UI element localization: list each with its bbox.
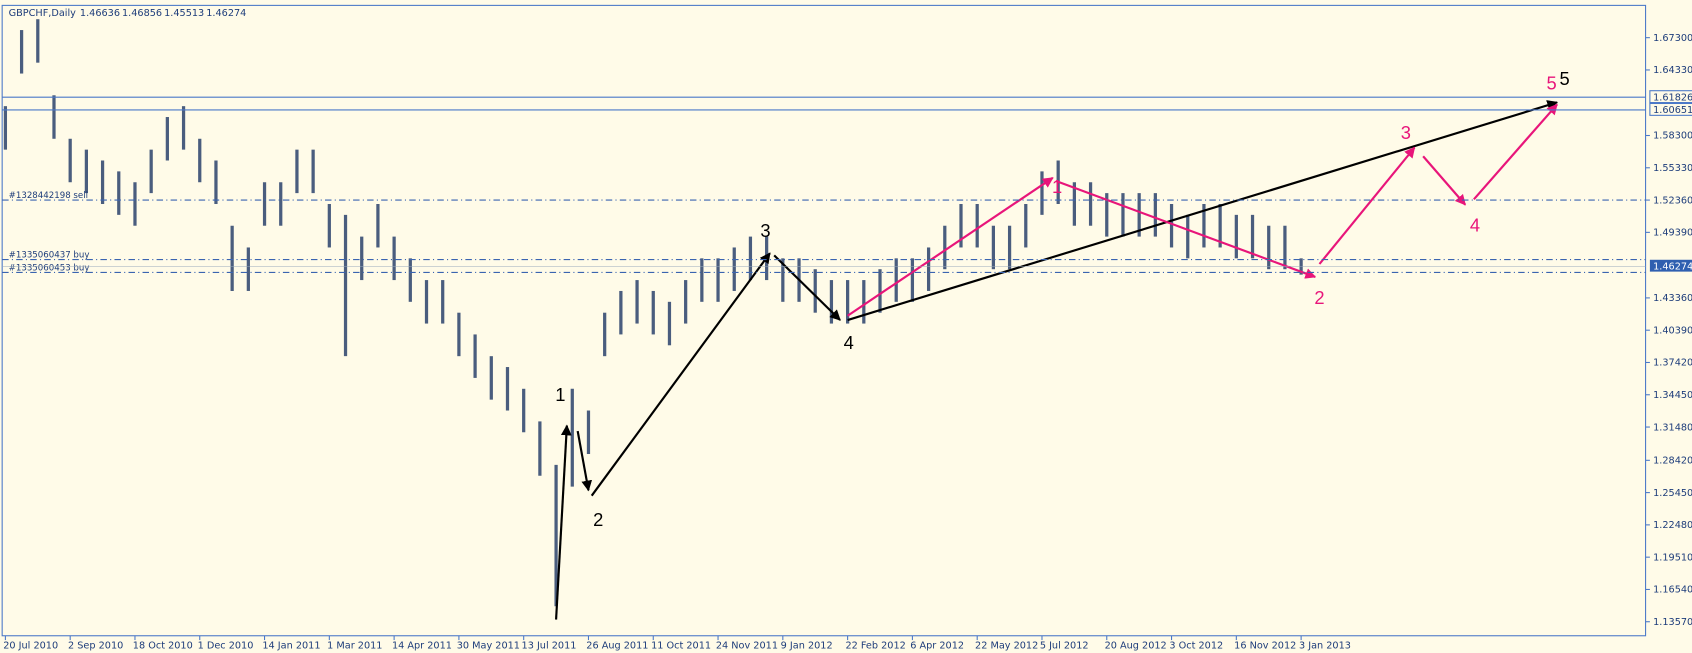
y-tick-label: 1.25450 bbox=[1653, 488, 1692, 499]
wave-label: 5 bbox=[1547, 72, 1557, 93]
x-tick-label: 13 Jul 2011 bbox=[522, 641, 577, 652]
x-tick-label: 20 Aug 2012 bbox=[1105, 641, 1167, 652]
quote-close: 1.46274 bbox=[206, 8, 246, 19]
x-tick-label: 30 May 2011 bbox=[457, 641, 520, 652]
x-tick-label: 11 Oct 2011 bbox=[651, 641, 711, 652]
y-tick-label: 1.49390 bbox=[1653, 228, 1692, 239]
x-tick-label: 3 Oct 2012 bbox=[1169, 641, 1223, 652]
x-tick-label: 16 Nov 2012 bbox=[1234, 641, 1296, 652]
y-tick-label: 1.58300 bbox=[1653, 131, 1692, 142]
x-tick-label: 9 Jan 2012 bbox=[781, 641, 833, 652]
arrow bbox=[590, 252, 771, 497]
arrow bbox=[1422, 155, 1467, 206]
y-tick-label: 1.19510 bbox=[1653, 552, 1692, 563]
y-tick-label: 1.55330 bbox=[1653, 163, 1692, 174]
quote-low: 1.45513 bbox=[164, 8, 204, 19]
wave-label: 5 bbox=[1559, 68, 1569, 89]
x-tick-label: 14 Apr 2011 bbox=[392, 641, 452, 652]
y-tick-label: 1.43360 bbox=[1653, 293, 1692, 304]
y-tick-label: 1.37420 bbox=[1653, 358, 1692, 369]
arrow bbox=[847, 100, 1559, 322]
current-price-label: 1.46274 bbox=[1653, 261, 1692, 272]
x-tick-label: 22 Feb 2012 bbox=[845, 641, 905, 652]
plot-frame bbox=[1, 4, 1647, 637]
wave-label: 3 bbox=[1401, 122, 1411, 143]
y-tick-label: 1.22480 bbox=[1653, 520, 1692, 531]
wave-label: 2 bbox=[1314, 287, 1324, 308]
wave-label: 4 bbox=[1470, 215, 1480, 236]
y-tick-label: 1.64330 bbox=[1653, 65, 1692, 76]
wave-arrows bbox=[555, 100, 1559, 620]
x-tick-label: 18 Oct 2010 bbox=[133, 641, 193, 652]
y-tick-label: 1.28420 bbox=[1653, 456, 1692, 467]
wave-label: 1 bbox=[1052, 176, 1062, 197]
y-tick-label: 1.13570 bbox=[1653, 617, 1692, 628]
x-tick-label: 22 May 2012 bbox=[975, 641, 1038, 652]
order-label: #1335060437 buy bbox=[9, 250, 90, 260]
y-tick-label: 1.52360 bbox=[1653, 195, 1692, 206]
arrow bbox=[576, 430, 593, 492]
wave-label: 2 bbox=[593, 509, 603, 530]
y-tick-label: 1.67300 bbox=[1653, 33, 1692, 44]
arrow bbox=[847, 176, 1054, 317]
x-tick-label: 26 Aug 2011 bbox=[586, 641, 648, 652]
y-tick-label: 1.34450 bbox=[1653, 390, 1692, 401]
level-label: 1.61826 bbox=[1653, 92, 1692, 103]
chart-title: GBPCHF,Daily bbox=[9, 8, 77, 19]
x-tick-label: 3 Jan 2013 bbox=[1299, 641, 1351, 652]
wave-label: 3 bbox=[760, 220, 770, 241]
arrow bbox=[1055, 180, 1317, 279]
x-tick-label: 2 Sep 2010 bbox=[68, 641, 123, 652]
level-label: 1.60651 bbox=[1653, 105, 1692, 116]
order-label: #1328442198 sell bbox=[9, 191, 88, 201]
x-tick-label: 24 Nov 2011 bbox=[716, 641, 778, 652]
y-tick-label: 1.16540 bbox=[1653, 585, 1692, 596]
x-tick-label: 1 Mar 2011 bbox=[327, 641, 382, 652]
arrow bbox=[1318, 146, 1416, 265]
x-tick-label: 20 Jul 2010 bbox=[3, 641, 58, 652]
x-tick-label: 6 Apr 2012 bbox=[910, 641, 964, 652]
arrow bbox=[1473, 103, 1558, 201]
level-box bbox=[1649, 102, 1692, 116]
x-tick-label: 5 Jul 2012 bbox=[1040, 641, 1089, 652]
y-tick-label: 1.40390 bbox=[1653, 325, 1692, 336]
wave-label: 1 bbox=[555, 384, 565, 405]
y-tick-label: 1.31480 bbox=[1653, 422, 1692, 433]
quote-open: 1.46636 bbox=[80, 8, 120, 19]
order-label: #1335060453 buy bbox=[9, 263, 90, 273]
quote-high: 1.46856 bbox=[122, 8, 162, 19]
x-tick-label: 1 Dec 2010 bbox=[198, 641, 254, 652]
arrow bbox=[555, 424, 572, 620]
x-tick-label: 14 Jan 2011 bbox=[262, 641, 320, 652]
wave-label: 4 bbox=[844, 332, 854, 353]
level-box bbox=[1649, 90, 1692, 104]
current-price-box bbox=[1649, 259, 1692, 272]
